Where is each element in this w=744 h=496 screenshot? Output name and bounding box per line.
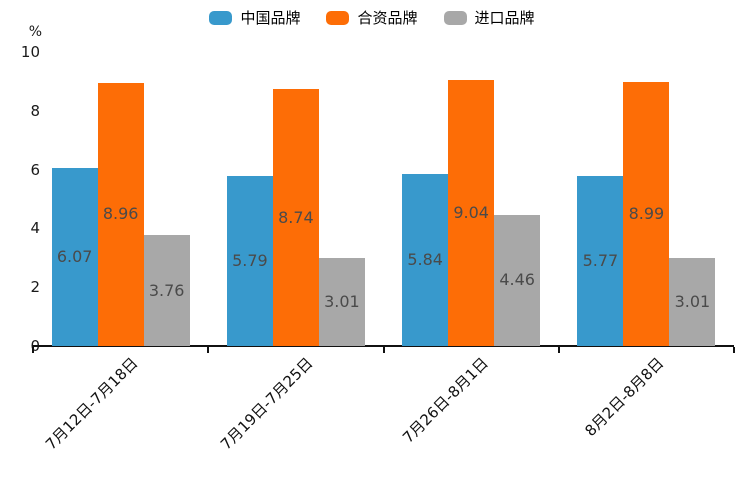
bar-进口品牌-3 — [494, 214, 541, 346]
bar-value-label: 6.07 — [56, 246, 93, 266]
legend-label: 进口品牌 — [474, 9, 535, 27]
x-axis-line — [33, 345, 734, 347]
x-tick-label: 7月19日-7月25日 — [217, 354, 317, 454]
y-tick-label: 4 — [30, 219, 40, 238]
bar-value-label: 8.96 — [102, 204, 139, 224]
bar-value-label: 5.84 — [407, 250, 443, 270]
bar-中国品牌-2 — [226, 175, 273, 346]
x-axis-tick — [382, 347, 385, 353]
bar-中国品牌-1 — [51, 167, 98, 346]
x-tick-label: 7月12日-7月18日 — [41, 354, 142, 454]
y-axis-unit-label: % — [28, 24, 42, 40]
bar-进口品牌-2 — [318, 257, 365, 346]
bar-合资品牌-3 — [448, 80, 495, 346]
chart-legend: 中国品牌 合资品牌 进口品牌 — [0, 8, 744, 28]
legend-label: 中国品牌 — [240, 9, 301, 27]
x-axis-tick — [32, 347, 34, 353]
bar-value-label: 3.76 — [148, 280, 185, 300]
bar-合资品牌-2 — [272, 89, 319, 346]
x-axis-tick — [557, 347, 560, 353]
y-tick-label: 6 — [30, 160, 40, 179]
y-tick-label: 2 — [30, 278, 40, 297]
legend-swatch-icon — [209, 11, 233, 25]
legend-item-china-brand: 中国品牌 — [209, 8, 300, 28]
bar-中国品牌-4 — [577, 176, 624, 346]
bar-value-label: 8.74 — [278, 207, 314, 227]
legend-label: 合资品牌 — [357, 9, 418, 27]
x-tick-label: 8月2日-8月8日 — [581, 354, 668, 440]
bar-value-label: 5.77 — [582, 251, 619, 271]
bar-中国品牌-3 — [402, 174, 449, 346]
bar-合资品牌-1 — [97, 82, 144, 346]
bar-进口品牌-4 — [669, 257, 716, 346]
legend-swatch-icon — [326, 11, 350, 25]
x-axis-tick — [207, 347, 210, 353]
legend-item-joint-venture-brand: 合资品牌 — [326, 8, 418, 28]
y-tick-label: 10 — [20, 43, 40, 61]
x-axis-tick — [733, 347, 735, 353]
bar-进口品牌-1 — [143, 235, 190, 346]
bar-value-label: 8.99 — [628, 203, 665, 223]
bar-value-label: 5.79 — [232, 250, 268, 270]
bar-合资品牌-4 — [623, 81, 670, 346]
x-tick-label: 7月26日-8月1日 — [399, 354, 492, 447]
bar-value-label: 4.46 — [499, 270, 535, 290]
bar-value-label: 9.04 — [453, 203, 489, 223]
y-tick-label: 8 — [30, 101, 40, 120]
legend-swatch-icon — [443, 11, 467, 25]
bar-value-label: 3.01 — [324, 291, 360, 311]
bar-value-label: 3.01 — [674, 291, 711, 311]
legend-item-import-brand: 进口品牌 — [443, 8, 535, 28]
